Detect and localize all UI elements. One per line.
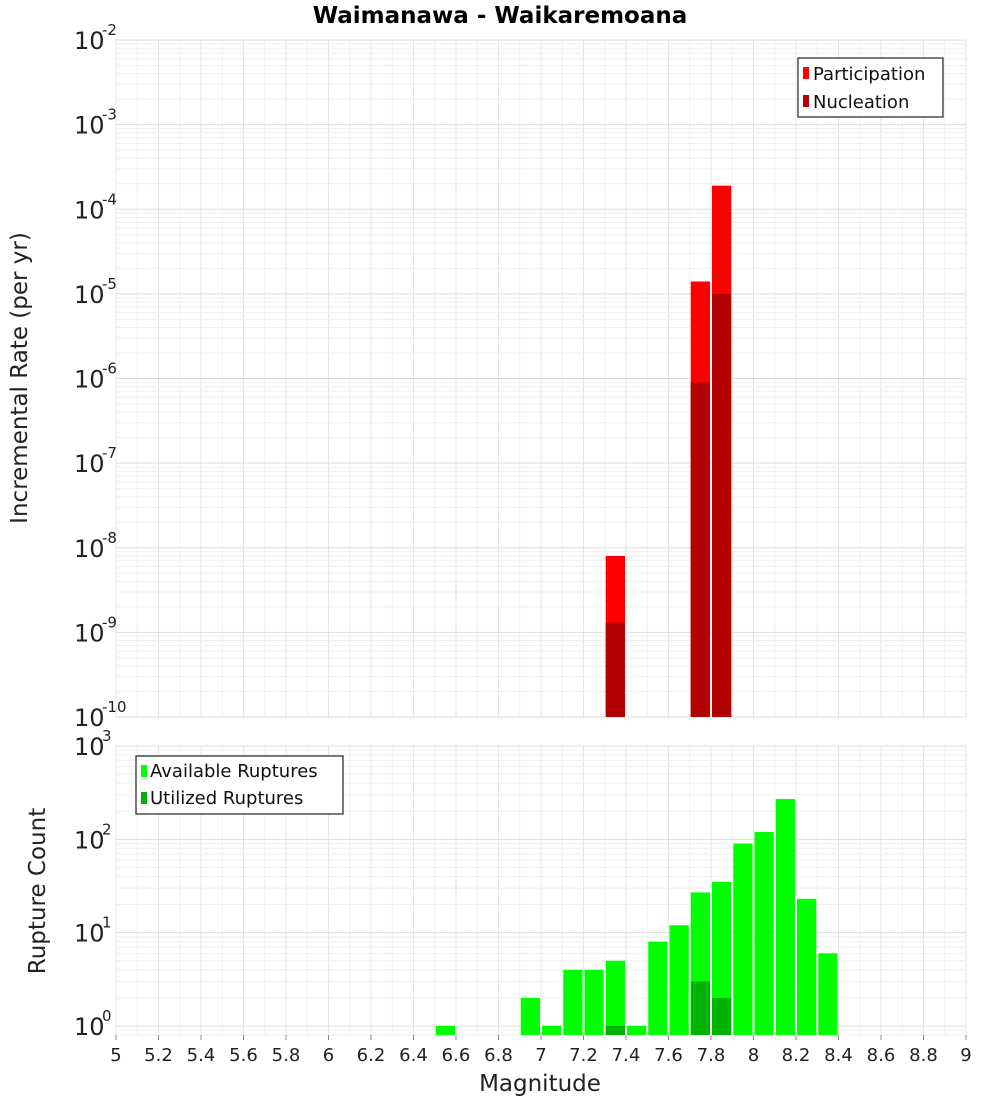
x-tick-label: 8.6 [867, 1045, 896, 1066]
legend-swatch-participation [803, 67, 809, 79]
top-bar-b [712, 293, 732, 717]
top-y-tick-exponent: -2 [102, 21, 117, 39]
x-tick-label: 5.2 [144, 1045, 173, 1066]
bottom-y-tick-label: 10 [74, 826, 105, 854]
top-y-tick-label: 10 [74, 450, 105, 478]
top-y-tick-label: 10 [74, 112, 105, 140]
top-legend: Participation Nucleation [797, 57, 944, 118]
x-tick-label: 7.2 [569, 1045, 598, 1066]
bottom-bar-a [520, 997, 540, 1035]
x-tick-label: 5 [110, 1045, 121, 1066]
x-tick-label: 6.8 [484, 1045, 513, 1066]
bottom-bar-a [648, 941, 668, 1035]
bottom-bar-a [584, 969, 604, 1035]
x-axis-label: Magnitude [479, 1071, 601, 1097]
bottom-legend: Available Ruptures Utilized Ruptures [135, 755, 344, 815]
top-y-tick-label: 10 [74, 27, 105, 55]
bottom-bar-a [754, 831, 774, 1035]
bottom-bar-a [712, 881, 732, 1035]
x-tick-label: 6.2 [357, 1045, 386, 1066]
top-y-tick-label: 10 [74, 704, 105, 732]
top-y-tick-exponent: -7 [102, 444, 117, 462]
x-tick-label: 5.6 [229, 1045, 258, 1066]
legend-label-nucleation: Nucleation [813, 92, 909, 113]
top-y-tick-exponent: -9 [102, 613, 117, 631]
top-grid [115, 39, 967, 718]
top-y-tick-label: 10 [74, 281, 105, 309]
bottom-bars [435, 799, 838, 1035]
bottom-bar-a [818, 953, 838, 1035]
top-bar-b [605, 622, 625, 717]
x-tick-label: 7.6 [654, 1045, 683, 1066]
bottom-y-tick-label: 10 [74, 733, 105, 761]
top-y-tick-exponent: -6 [102, 360, 117, 378]
bottom-bar-a [669, 925, 689, 1035]
top-y-ticks: 10-210-310-410-510-610-710-810-910-10 [74, 21, 127, 732]
legend-swatch-utilized [141, 792, 147, 804]
bottom-legend-box [135, 755, 344, 815]
bottom-bar-a [435, 1025, 455, 1035]
bottom-y-tick-exponent: 3 [102, 727, 112, 745]
legend-label-available: Available Ruptures [150, 761, 318, 782]
x-tick-label: 8.8 [909, 1045, 938, 1066]
x-tick-label: 5.4 [187, 1045, 216, 1066]
bottom-bar-b [605, 1025, 625, 1035]
top-y-tick-label: 10 [74, 619, 105, 647]
top-bars [605, 185, 732, 718]
top-y-tick-exponent: -3 [102, 106, 117, 124]
top-y-tick-exponent: -5 [102, 275, 117, 293]
top-y-tick-exponent: -8 [102, 529, 117, 547]
x-tick-label: 7 [535, 1045, 546, 1066]
top-panel: 10-210-310-410-510-610-710-810-910-10 In… [7, 21, 967, 732]
x-tick-label: 6 [323, 1045, 334, 1066]
chart-title: Waimanawa - Waikaremoana [313, 3, 688, 29]
legend-swatch-nucleation [803, 95, 809, 107]
bottom-y-tick-label: 10 [74, 920, 105, 948]
bottom-bar-a [563, 969, 583, 1035]
legend-label-participation: Participation [813, 64, 925, 85]
legend-label-utilized: Utilized Ruptures [150, 788, 303, 809]
bottom-bar-a [605, 960, 625, 1035]
x-tick-label: 7.8 [697, 1045, 726, 1066]
x-ticks: 5 5.2 5.4 5.6 5.8 6 6.2 6.4 6.6 6.8 7 7.2 7.4 7.6 7.8 8… [110, 1035, 972, 1066]
top-y-tick-label: 10 [74, 366, 105, 394]
bottom-bar-a [627, 1025, 647, 1035]
x-tick-label: 5.8 [272, 1045, 301, 1066]
bottom-bar-a [542, 1025, 562, 1035]
x-tick-label: 8.2 [782, 1045, 811, 1066]
legend-swatch-available [141, 765, 147, 777]
bottom-y-tick-exponent: 2 [102, 820, 112, 838]
x-tick-label: 9 [960, 1045, 971, 1066]
top-y-tick-label: 10 [74, 196, 105, 224]
bottom-bar-b [690, 981, 710, 1035]
bottom-bar-b [712, 997, 732, 1035]
top-y-tick-label: 10 [74, 535, 105, 563]
bottom-bar-a [797, 898, 817, 1035]
bottom-y-axis-label: Rupture Count [25, 808, 51, 974]
x-tick-label: 8.4 [824, 1045, 853, 1066]
bottom-y-tick-exponent: 1 [102, 914, 112, 932]
x-tick-label: 8 [748, 1045, 759, 1066]
top-bar-b [690, 382, 710, 717]
bottom-y-tick-label: 10 [74, 1013, 105, 1041]
top-y-tick-exponent: -4 [102, 190, 117, 208]
x-tick-label: 7.4 [612, 1045, 641, 1066]
x-tick-label: 6.6 [442, 1045, 471, 1066]
x-tick-label: 6.4 [399, 1045, 428, 1066]
bottom-y-tick-exponent: 0 [102, 1007, 112, 1025]
bottom-bar-a [775, 799, 795, 1035]
top-legend-box [797, 57, 944, 118]
top-y-tick-exponent: -10 [102, 698, 127, 716]
top-y-axis-label: Incremental Rate (per yr) [7, 232, 33, 524]
bottom-bar-a [733, 843, 753, 1035]
